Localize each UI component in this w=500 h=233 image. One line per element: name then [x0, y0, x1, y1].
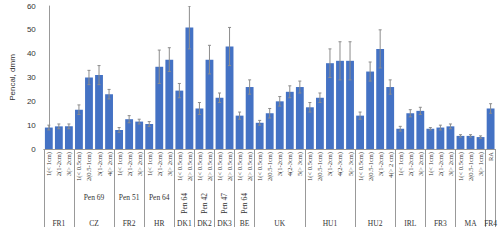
svg-text:30: 30: [27, 73, 36, 82]
svg-text:1(< 0.5cm): 1(< 0.5cm): [357, 152, 365, 181]
svg-text:3(1-2cm): 3(1-2cm): [276, 152, 284, 176]
svg-text:0: 0: [31, 145, 36, 154]
svg-text:1(< 1cm): 1(< 1cm): [397, 152, 405, 176]
svg-text:10: 10: [27, 121, 36, 130]
svg-text:2(1-2cm): 2(1-2cm): [407, 152, 415, 176]
svg-text:Pen 64: Pen 64: [149, 193, 170, 202]
svg-text:UK: UK: [274, 219, 285, 228]
svg-text:1(< 0.5cm): 1(< 0.5cm): [75, 152, 83, 181]
svg-text:3(> 2cm): 3(> 2cm): [417, 152, 425, 176]
svg-text:2(1-2cm): 2(1-2cm): [437, 152, 445, 176]
svg-text:3(> 2cm): 3(> 2cm): [136, 152, 144, 176]
svg-text:1(< 1cm): 1(< 1cm): [116, 152, 124, 176]
svg-text:2(1-2cm): 2(1-2cm): [55, 152, 63, 176]
svg-text:FR1: FR1: [52, 219, 65, 228]
svg-text:3(> 1cm): 3(> 1cm): [477, 152, 485, 176]
svg-text:60: 60: [27, 2, 36, 11]
svg-text:HR: HR: [154, 219, 164, 228]
svg-text:Pen 64: Pen 64: [180, 193, 189, 214]
svg-text:Pen 69: Pen 69: [84, 193, 105, 202]
svg-text:4(> 2cm): 4(> 2cm): [106, 152, 114, 176]
svg-text:1(< 0.5cm): 1(< 0.5cm): [176, 152, 184, 181]
svg-text:1(< 1cm): 1(< 1cm): [427, 152, 435, 176]
svg-text:2(0.5-1cm): 2(0.5-1cm): [467, 152, 475, 181]
svg-text:50: 50: [27, 25, 36, 34]
svg-text:2(1-2cm): 2(1-2cm): [156, 152, 164, 176]
svg-text:3(> 2cm): 3(> 2cm): [166, 152, 174, 176]
svg-text:1(< 0.5cm): 1(< 0.5cm): [196, 152, 204, 181]
svg-text:1(< 1cm): 1(< 1cm): [146, 152, 154, 176]
svg-text:4(2-3cm): 4(2-3cm): [336, 152, 344, 176]
svg-text:HU1: HU1: [323, 219, 338, 228]
svg-text:2(> 0.5cm): 2(> 0.5cm): [226, 152, 234, 181]
svg-text:1(< 0.5cm): 1(< 0.5cm): [306, 152, 314, 181]
svg-text:1(< 0.5cm): 1(< 0.5cm): [236, 152, 244, 181]
svg-text:Pencal, dmm: Pencal, dmm: [8, 54, 17, 101]
svg-text:2(1-2cm): 2(1-2cm): [126, 152, 134, 176]
svg-text:DK2: DK2: [197, 219, 212, 228]
svg-text:4(2-3cm): 4(2-3cm): [286, 152, 294, 176]
svg-text:2(0.5-1cm): 2(0.5-1cm): [266, 152, 274, 181]
svg-text:2(0.5-1cm): 2(0.5-1cm): [85, 152, 93, 181]
svg-text:FR2: FR2: [123, 219, 136, 228]
svg-text:3(> 2cm): 3(> 2cm): [65, 152, 73, 176]
svg-text:5(> 3cm): 5(> 3cm): [296, 152, 304, 176]
svg-text:Pen 51: Pen 51: [119, 193, 140, 202]
svg-text:2(> 0.5cm): 2(> 0.5cm): [186, 152, 194, 181]
svg-text:4(> 2 cm): 4(> 2 cm): [387, 152, 395, 178]
svg-text:1(< 1cm): 1(< 1cm): [45, 152, 53, 176]
svg-text:BE: BE: [240, 219, 250, 228]
svg-text:CZ: CZ: [89, 219, 99, 228]
svg-text:2(> 0.5cm): 2(> 0.5cm): [246, 152, 254, 181]
svg-text:MA: MA: [464, 219, 477, 228]
svg-text:5(> 3cm): 5(> 3cm): [347, 152, 355, 176]
svg-text:3(1-2cm): 3(1-2cm): [96, 152, 104, 176]
svg-text:1(< 0.5cm): 1(< 0.5cm): [216, 152, 224, 181]
svg-text:FR4: FR4: [484, 219, 497, 228]
svg-text:Pen 47: Pen 47: [220, 193, 229, 214]
svg-text:HU2: HU2: [368, 219, 383, 228]
svg-text:Pen 64: Pen 64: [240, 193, 249, 214]
svg-text:3(> 2cm): 3(> 2cm): [447, 152, 455, 176]
svg-text:2(> 0.5cm): 2(> 0.5cm): [206, 152, 214, 181]
svg-text:IRL: IRL: [404, 219, 417, 228]
svg-text:2(0.5-1cm): 2(0.5-1cm): [367, 152, 375, 181]
svg-text:FR3: FR3: [434, 219, 447, 228]
svg-text:DK1: DK1: [177, 219, 192, 228]
svg-text:1(< 0.5cm): 1(< 0.5cm): [256, 152, 264, 181]
svg-text:40: 40: [27, 49, 36, 58]
svg-text:3(1-2cm): 3(1-2cm): [326, 152, 334, 176]
svg-text:DK3: DK3: [217, 219, 232, 228]
svg-text:20: 20: [27, 97, 36, 106]
svg-text:3(1-2cm): 3(1-2cm): [377, 152, 385, 176]
svg-text:Pen 42: Pen 42: [200, 193, 209, 214]
svg-text:2(0.5-1cm): 2(0.5-1cm): [316, 152, 324, 181]
svg-text:1(< 0.5cm): 1(< 0.5cm): [457, 152, 465, 181]
svg-text:RA: RA: [487, 152, 494, 161]
